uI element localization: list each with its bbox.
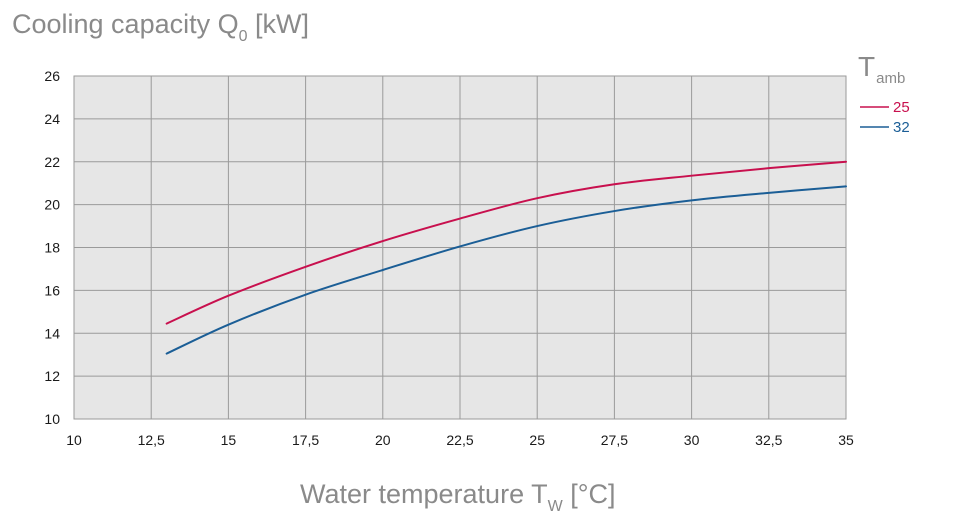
y-tick-label: 24 xyxy=(44,111,60,127)
series-lines xyxy=(165,160,847,355)
legend-title: Tamb xyxy=(858,51,905,87)
x-tick-label: 10 xyxy=(66,432,82,448)
y-tick-label: 10 xyxy=(44,411,60,427)
plot-border xyxy=(73,75,847,420)
chart-title-prefix: Cooling capacity Q xyxy=(12,9,239,39)
x-axis-title-subscript: W xyxy=(548,498,564,515)
x-tick-label: 15 xyxy=(221,432,237,448)
legend-title-subscript: amb xyxy=(876,70,905,87)
x-axis-title: Water temperature TW [°C] xyxy=(300,479,616,515)
series-line-25 xyxy=(165,160,847,325)
y-tick-label: 12 xyxy=(44,368,60,384)
x-tick-label: 22,5 xyxy=(446,432,473,448)
legend-label-32: 32 xyxy=(893,119,910,136)
x-axis-ticks: 10 12,5 15 17,5 20 22,5 25 27,5 30 32,5 35 xyxy=(66,432,854,448)
legend-label-25: 25 xyxy=(893,99,910,116)
x-tick-label: 30 xyxy=(684,432,700,448)
y-tick-label: 18 xyxy=(44,240,60,256)
y-tick-label: 22 xyxy=(44,154,60,170)
x-tick-label: 35 xyxy=(838,432,854,448)
chart-title: Cooling capacity Q0 [kW] xyxy=(12,9,309,45)
chart-title-subscript: 0 xyxy=(239,28,248,45)
x-axis-title-suffix: [°C] xyxy=(563,479,616,509)
series-line-32 xyxy=(165,185,847,355)
y-tick-label: 14 xyxy=(44,325,60,341)
y-tick-label: 26 xyxy=(44,68,60,84)
x-tick-label: 17,5 xyxy=(292,432,319,448)
y-tick-label: 16 xyxy=(44,282,60,298)
y-axis-ticks: 10 12 14 16 18 20 22 24 26 xyxy=(44,68,60,427)
x-tick-label: 27,5 xyxy=(601,432,628,448)
x-tick-label: 32,5 xyxy=(755,432,782,448)
x-tick-label: 25 xyxy=(529,432,545,448)
y-tick-label: 20 xyxy=(44,197,60,213)
legend-title-prefix: T xyxy=(858,51,875,82)
x-tick-label: 12,5 xyxy=(138,432,165,448)
grid-lines xyxy=(74,76,846,419)
x-tick-label: 20 xyxy=(375,432,391,448)
x-axis-title-prefix: Water temperature T xyxy=(300,479,548,509)
chart-title-suffix: [kW] xyxy=(248,9,310,39)
